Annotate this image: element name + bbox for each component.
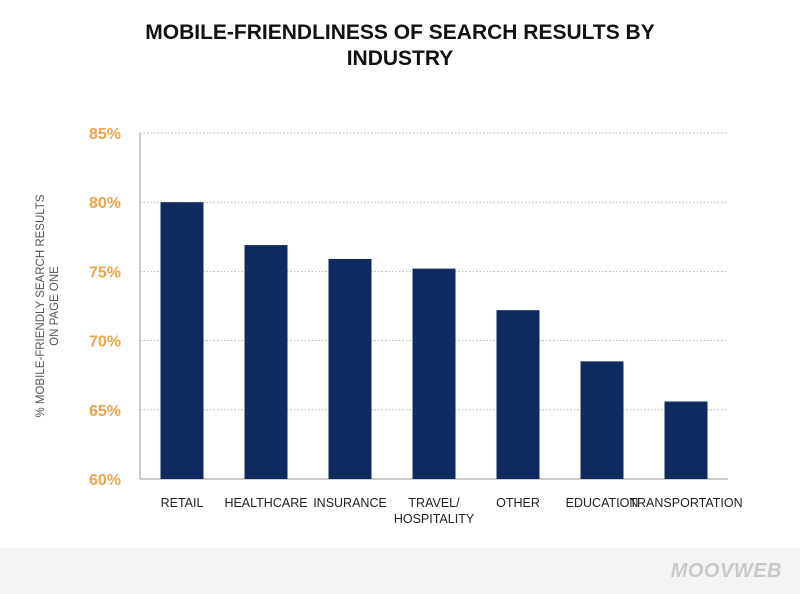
- x-category-label: TRAVEL/HOSPITALITY: [394, 496, 475, 526]
- bar: [496, 310, 540, 479]
- x-category-label: TRANSPORTATION: [629, 496, 742, 510]
- y-tick-label: 75%: [89, 264, 121, 281]
- chart-title-line-1: MOBILE-FRIENDLINESS OF SEARCH RESULTS BY: [145, 21, 655, 44]
- bar: [664, 401, 708, 479]
- bar: [160, 202, 204, 479]
- footer-band: [0, 548, 800, 594]
- chart-title-line-2: INDUSTRY: [346, 47, 454, 70]
- y-axis-label: % MOBILE-FRIENDLY SEARCH RESULTS ON PAGE …: [35, 194, 61, 417]
- x-category-label: HEALTHCARE: [224, 496, 307, 510]
- x-category-label: OTHER: [496, 496, 540, 510]
- x-category-label: EDUCATION: [566, 496, 639, 510]
- bar: [580, 361, 624, 479]
- brand-logo: MOOVWEB: [670, 560, 782, 582]
- y-tick-label: 85%: [89, 126, 121, 143]
- x-category-label: INSURANCE: [313, 496, 387, 510]
- x-category-label: RETAIL: [161, 496, 204, 510]
- bar: [244, 245, 288, 479]
- y-tick-label: 60%: [89, 472, 121, 489]
- y-tick-label: 65%: [89, 403, 121, 420]
- y-tick-label: 80%: [89, 195, 121, 212]
- bar: [412, 268, 456, 479]
- bar: [328, 258, 372, 479]
- y-tick-label: 70%: [89, 334, 121, 351]
- chart-title: MOBILE-FRIENDLINESS OF SEARCH RESULTS BY…: [0, 20, 800, 72]
